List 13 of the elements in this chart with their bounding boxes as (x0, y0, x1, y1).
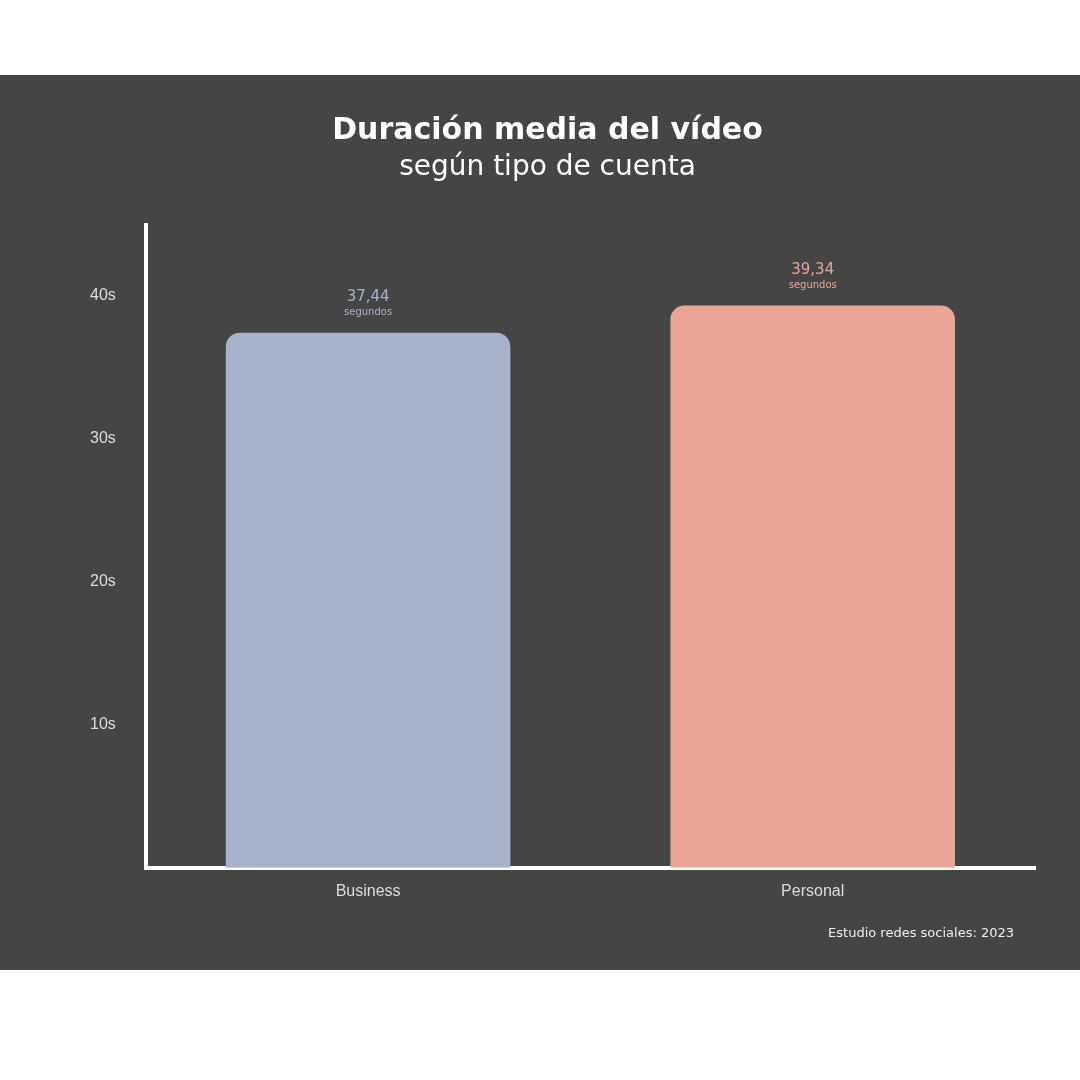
x-tick-label: Personal (781, 881, 845, 899)
y-tick-label: 30s (90, 429, 116, 447)
data-label: 39,34 (791, 259, 835, 278)
x-tick-label: Business (335, 881, 401, 899)
chart-title: Duración media del vídeo (332, 110, 763, 146)
y-tick-label: 20s (90, 572, 116, 590)
data-label: 37,44 (346, 286, 390, 305)
chart-subtitle: según tipo de cuenta (399, 149, 696, 183)
y-tick-label: 40s (90, 286, 116, 304)
text: Estudio redes sociales: 2023 (828, 924, 1014, 942)
y-tick-label: 10s (90, 715, 116, 733)
annotation: segundos (344, 305, 393, 317)
annotation: segundos (788, 278, 837, 290)
